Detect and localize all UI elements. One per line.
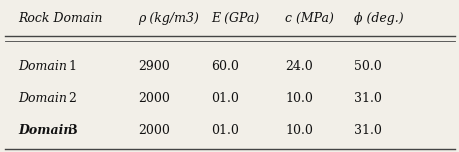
- Text: 01.0: 01.0: [211, 92, 239, 105]
- Text: Domain: Domain: [18, 92, 67, 105]
- Text: 2000: 2000: [138, 124, 169, 137]
- Text: c (MPa): c (MPa): [285, 12, 333, 25]
- Text: 01.0: 01.0: [211, 124, 239, 137]
- Text: 2000: 2000: [138, 92, 169, 105]
- Text: 2900: 2900: [138, 60, 169, 73]
- Text: 2: 2: [68, 92, 76, 105]
- Text: 31.0: 31.0: [353, 92, 381, 105]
- Text: Domain: Domain: [18, 60, 67, 73]
- Text: 24.0: 24.0: [285, 60, 312, 73]
- Text: ϕ (deg.): ϕ (deg.): [353, 12, 403, 25]
- Text: 50.0: 50.0: [353, 60, 381, 73]
- Text: E (GPa): E (GPa): [211, 12, 259, 25]
- Text: Domain: Domain: [18, 124, 73, 137]
- Text: ρ (kg/m3): ρ (kg/m3): [138, 12, 198, 25]
- Text: 60.0: 60.0: [211, 60, 239, 73]
- Text: Rock Domain: Rock Domain: [18, 12, 102, 25]
- Text: 3: 3: [68, 124, 77, 137]
- Text: 10.0: 10.0: [285, 92, 313, 105]
- Text: 1: 1: [68, 60, 76, 73]
- Text: 31.0: 31.0: [353, 124, 381, 137]
- Text: 10.0: 10.0: [285, 124, 313, 137]
